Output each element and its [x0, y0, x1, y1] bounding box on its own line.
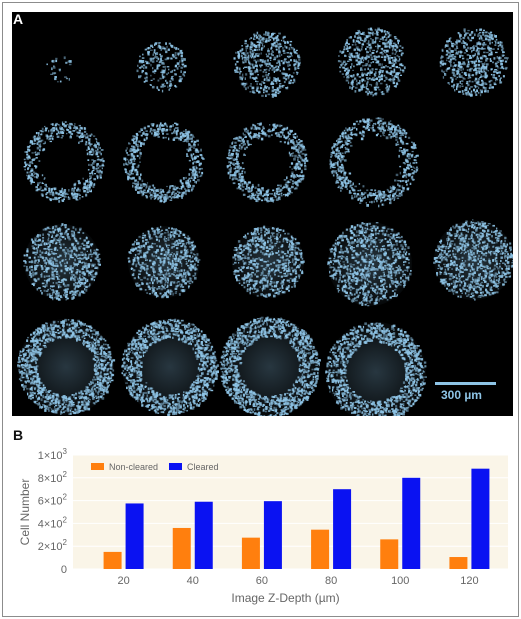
cell-number-bar-chart: 0 2×102 4×102 6×102 8×102 1×103 20 40 60 80 100 120…: [18, 447, 508, 605]
bar-cleared: [194, 501, 213, 569]
bar-cleared: [263, 501, 282, 569]
spheroid-image: [23, 223, 101, 301]
x-tick-label: 80: [325, 575, 337, 587]
y-tick-label: 2×102: [38, 538, 68, 553]
scale-bar-label: 300 µm: [441, 388, 482, 402]
spheroid-image: [127, 225, 201, 299]
x-tick-label: 60: [256, 575, 268, 587]
spheroid-image: [23, 121, 105, 203]
spheroid-image: [17, 318, 116, 415]
y-tick-label: 6×102: [38, 493, 68, 508]
spheroid-image: [433, 219, 513, 301]
spheroid-image: [439, 28, 509, 97]
spheroid-image: [232, 225, 305, 298]
bar-non-cleared: [241, 537, 260, 569]
bar-cleared: [471, 468, 490, 569]
spheroid-image: [337, 27, 406, 97]
panel-label-a: A: [13, 11, 24, 27]
bar-non-cleared: [449, 557, 468, 569]
scale-bar: [435, 382, 496, 385]
bar-cleared: [333, 489, 352, 569]
bar-cleared: [125, 503, 144, 569]
y-tick-label: 0: [61, 564, 67, 576]
spheroid-image: [121, 318, 220, 416]
legend-item: Cleared: [169, 462, 219, 472]
legend-swatch: [91, 463, 104, 470]
spheroid-image: [233, 31, 301, 98]
spheroid-image: [327, 222, 412, 307]
bar-non-cleared: [172, 527, 191, 569]
bar-non-cleared: [311, 529, 330, 569]
legend-swatch: [169, 463, 182, 470]
spheroid-image: [226, 122, 309, 203]
legend-label: Non-cleared: [109, 462, 158, 472]
y-tick-label: 4×102: [38, 515, 68, 530]
y-tick-label: 1×103: [38, 447, 68, 462]
spheroid-image: [329, 117, 419, 208]
x-tick-label: 120: [460, 575, 478, 587]
bar-cleared: [402, 477, 421, 569]
x-axis-label: Image Z-Depth (µm): [231, 591, 339, 605]
spheroid-image-grid: [17, 27, 513, 416]
spheroid-image: [123, 122, 205, 204]
spheroid-image: [46, 56, 72, 83]
x-tick-label: 100: [391, 575, 409, 587]
spheroid-image: [325, 322, 427, 416]
spheroid-image: [136, 42, 187, 93]
microscopy-panel: [12, 12, 513, 416]
y-tick-label: 8×102: [38, 470, 68, 485]
x-tick-label: 40: [187, 575, 199, 587]
panel-label-b: B: [13, 427, 24, 443]
legend-item: Non-cleared: [91, 462, 158, 472]
x-tick-label: 20: [117, 575, 129, 587]
y-axis-label: Cell Number: [18, 479, 32, 546]
legend-label: Cleared: [187, 462, 219, 472]
spheroid-image: [219, 316, 321, 416]
plot-area: [73, 455, 508, 569]
bar-non-cleared: [103, 551, 122, 569]
bar-non-cleared: [380, 539, 399, 569]
